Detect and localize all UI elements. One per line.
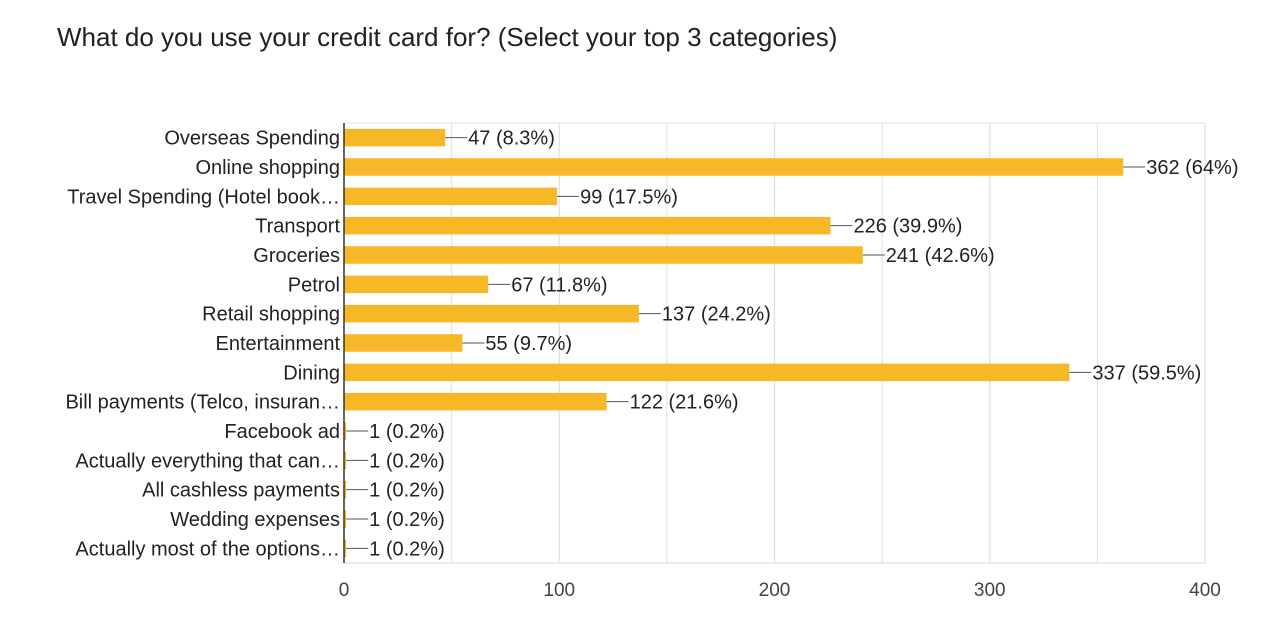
category-label: Retail shopping [202,304,340,326]
bar [344,539,347,558]
value-label: 1 (0.2%) [369,450,445,472]
gridlines [344,122,1206,564]
x-tick-label: 0 [339,580,350,601]
bar [344,510,347,528]
bar [344,334,463,352]
bar [344,451,347,470]
value-label: 137 (24.2%) [662,304,771,326]
bar [344,128,446,147]
bar [344,480,347,499]
labels: 47 (8.3%) Overseas Spending 362 (64%) Onlin… [65,128,1238,561]
bar [344,246,863,264]
value-label: 1 (0.2%) [369,509,445,531]
value-label: 47 (8.3%) [468,128,555,150]
value-label: 226 (39.9%) [853,216,962,238]
value-label: 99 (17.5%) [580,186,678,208]
value-label: 122 (21.6%) [630,392,739,414]
bar [344,392,607,411]
value-label: 1 (0.2%) [369,480,445,502]
value-label: 1 (0.2%) [369,538,445,560]
x-tick-label: 300 [974,580,1006,601]
x-tick-label: 200 [759,580,791,601]
axes: 0 100 200 300 400 [339,123,1221,601]
category-label: Actually most of the options… [75,538,340,560]
category-label: Petrol [288,274,340,296]
category-label: Groceries [253,245,340,267]
x-tick-label: 100 [543,580,575,601]
bar [344,363,1070,382]
bar [344,304,639,323]
value-label: 67 (11.8%) [511,274,607,296]
x-tick-label: 400 [1189,580,1221,601]
bar [344,275,489,294]
category-label: Travel Spending (Hotel book… [67,186,340,208]
value-label: 337 (59.5%) [1092,362,1201,384]
category-label: Entertainment [215,333,340,355]
category-label: All cashless payments [142,480,340,502]
category-label: Online shopping [195,157,340,179]
value-label: 1 (0.2%) [369,421,445,443]
bar [344,422,347,440]
value-label: 362 (64%) [1146,157,1238,179]
category-label: Facebook ad [224,421,340,443]
category-label: Wedding expenses [170,509,340,531]
category-label: Dining [283,362,340,384]
category-label: Bill payments (Telco, insuran… [65,392,340,414]
bar [344,158,1124,176]
chart-title: What do you use your credit card for? (S… [57,22,838,52]
bar [344,187,558,206]
value-label: 55 (9.7%) [485,333,572,355]
value-label: 241 (42.6%) [886,245,995,267]
bars [344,128,1124,558]
category-label: Actually everything that can… [75,450,340,472]
bar [344,216,831,235]
category-label: Overseas Spending [164,128,340,150]
category-label: Transport [255,216,340,238]
